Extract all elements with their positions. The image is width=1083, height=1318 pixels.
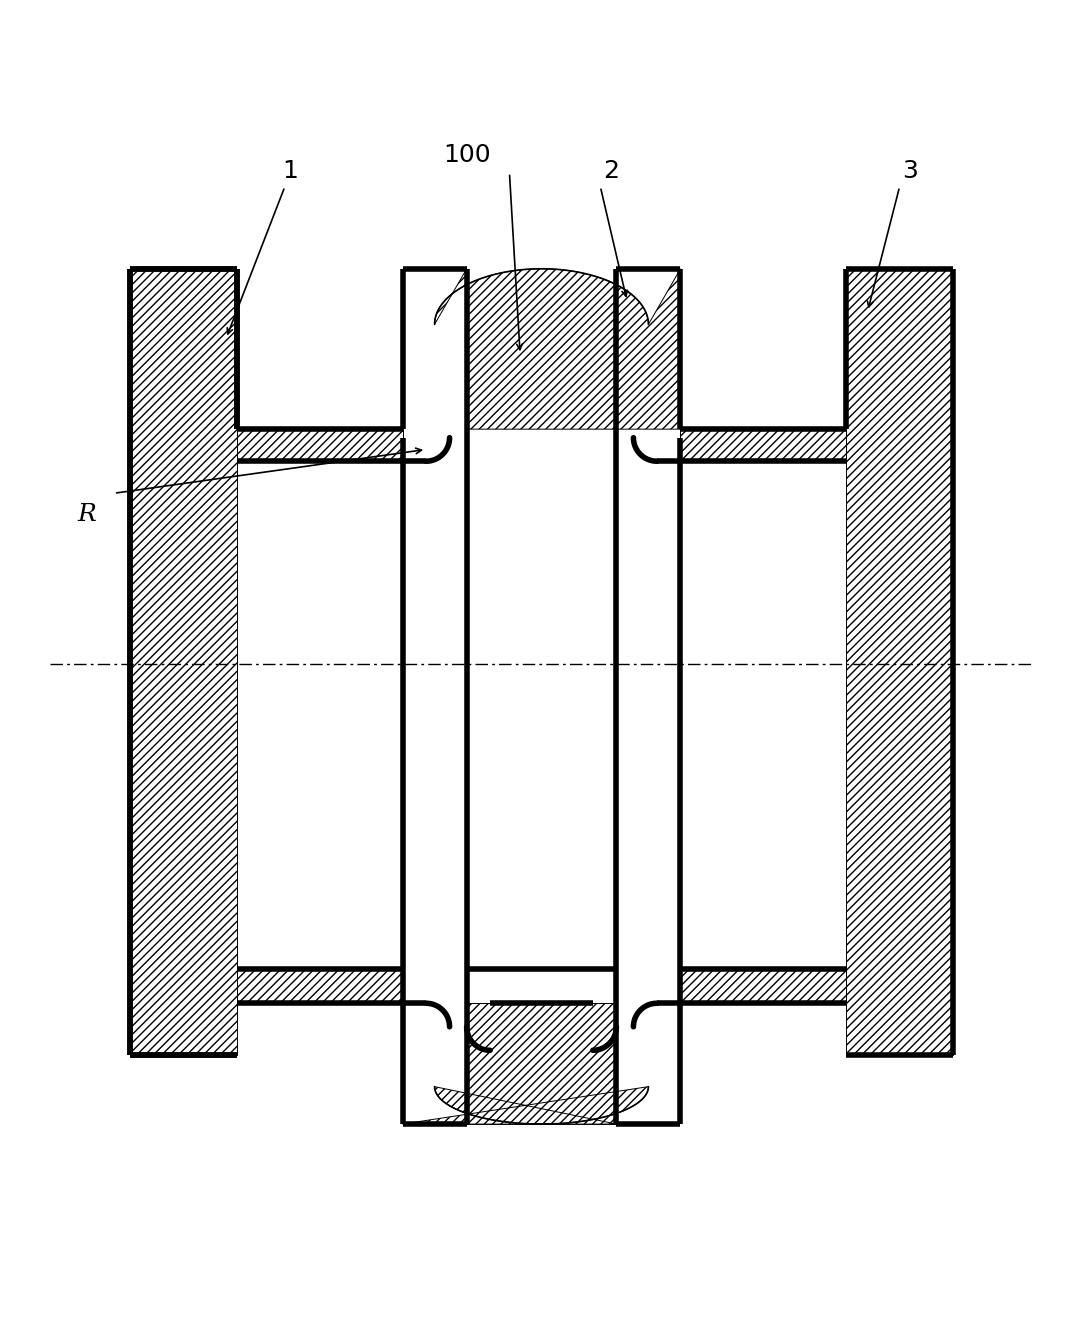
Polygon shape	[467, 1003, 616, 1124]
Polygon shape	[434, 269, 680, 430]
Polygon shape	[680, 430, 846, 461]
Polygon shape	[237, 430, 403, 461]
Text: R: R	[78, 503, 96, 526]
Text: 1: 1	[283, 159, 298, 183]
Text: 2: 2	[603, 159, 619, 183]
Polygon shape	[403, 1086, 649, 1124]
Polygon shape	[680, 969, 846, 1003]
Text: 3: 3	[902, 159, 918, 183]
Polygon shape	[237, 969, 403, 1003]
Polygon shape	[130, 269, 237, 1054]
Polygon shape	[846, 269, 953, 1054]
Text: 100: 100	[443, 144, 491, 167]
